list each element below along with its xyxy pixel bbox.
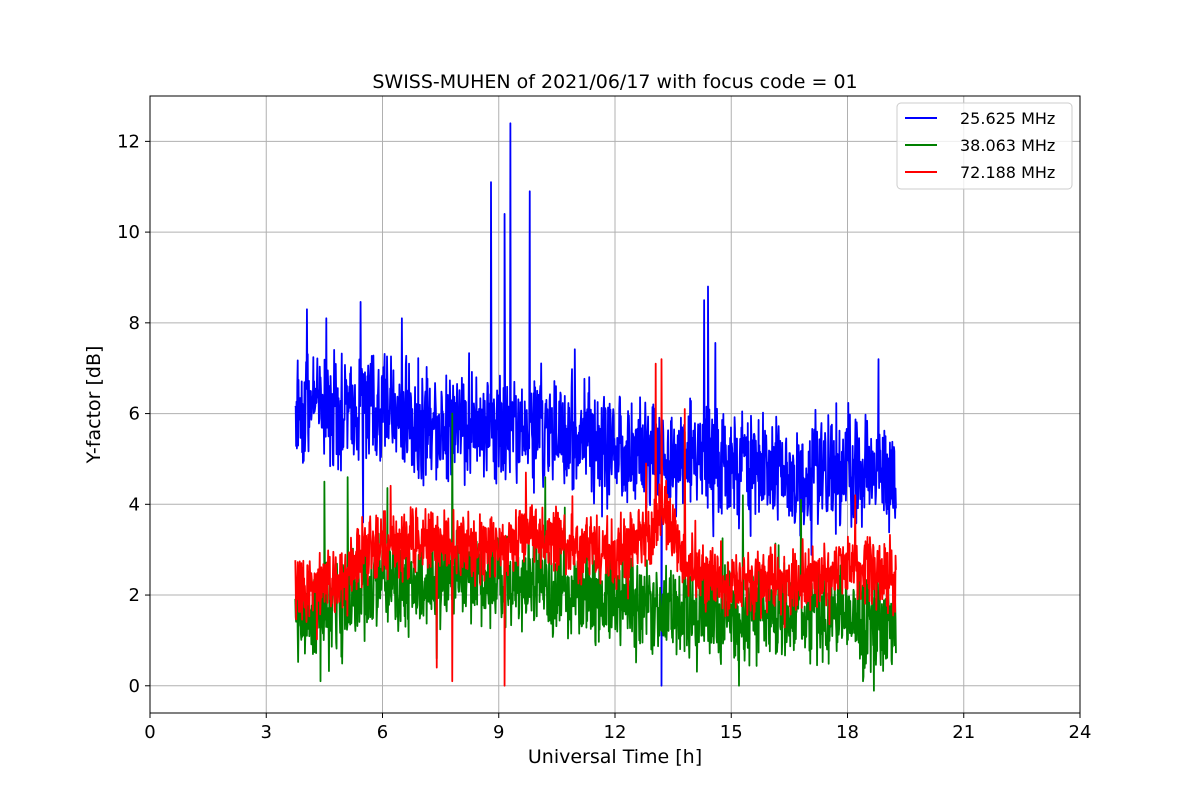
x-axis-label: Universal Time [h] xyxy=(528,746,702,768)
x-tick-label: 6 xyxy=(377,722,388,743)
y-axis-ticks: 0 2 4 6 8 10 12 xyxy=(117,131,150,697)
y-tick-label: 0 xyxy=(129,676,140,697)
y-axis-label: Y-factor [dB] xyxy=(83,346,105,465)
y-tick-label: 12 xyxy=(117,131,140,152)
x-tick-label: 15 xyxy=(720,722,743,743)
x-tick-label: 12 xyxy=(604,722,627,743)
series-line-1 xyxy=(294,122,897,687)
series-layer xyxy=(294,122,897,692)
y-tick-label: 2 xyxy=(129,585,140,606)
x-tick-label: 0 xyxy=(144,722,155,743)
chart-title: SWISS-MUHEN of 2021/06/17 with focus cod… xyxy=(372,71,857,93)
legend-label-1: 25.625 MHz xyxy=(960,109,1055,128)
legend-label-3: 72.188 MHz xyxy=(960,163,1055,182)
legend: 25.625 MHz 38.063 MHz 72.188 MHz xyxy=(896,102,1073,190)
x-axis-ticks: 0 3 6 9 12 15 18 21 24 xyxy=(144,713,1091,743)
x-tick-label: 9 xyxy=(493,722,504,743)
series-line-3 xyxy=(294,358,897,687)
y-tick-label: 6 xyxy=(129,404,140,425)
y-tick-label: 8 xyxy=(129,313,140,334)
x-tick-label: 18 xyxy=(836,722,859,743)
series-line-2 xyxy=(294,412,897,692)
legend-box xyxy=(896,102,1073,190)
x-tick-label: 24 xyxy=(1069,722,1092,743)
x-tick-label: 21 xyxy=(952,722,975,743)
y-tick-label: 4 xyxy=(129,494,140,515)
x-tick-label: 3 xyxy=(261,722,272,743)
y-tick-label: 10 xyxy=(117,222,140,243)
legend-label-2: 38.063 MHz xyxy=(960,136,1055,155)
